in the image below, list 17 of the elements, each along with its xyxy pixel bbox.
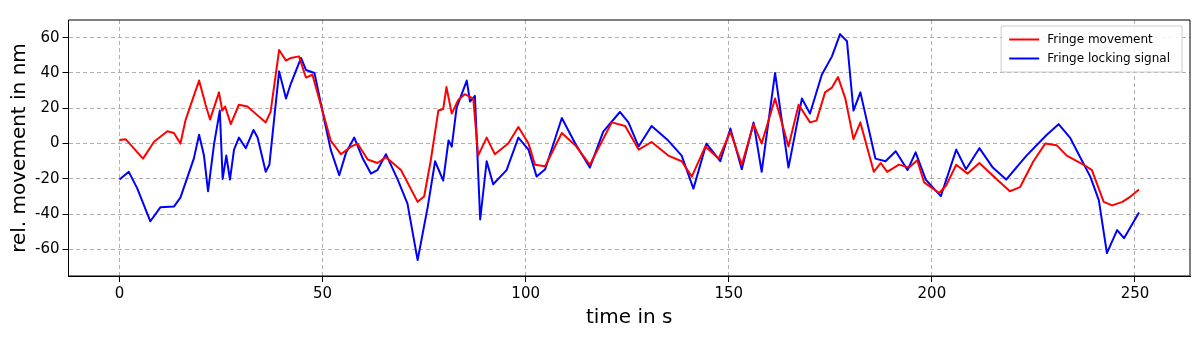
y-tick-label: 20	[40, 98, 60, 117]
y-tick-label: 60	[40, 27, 60, 46]
y-tick-label: -40	[35, 204, 60, 223]
x-axis-title: time in s	[585, 304, 673, 329]
x-tick-label: 0	[114, 283, 125, 302]
x-tick-label: 50	[313, 283, 333, 302]
y-tick-label: -20	[35, 168, 60, 187]
x-tick-label: 100	[511, 283, 540, 302]
legend-label: Fringe movement	[1047, 31, 1154, 46]
x-tick-label: 200	[917, 283, 947, 302]
y-axis-title: rel. movement in nm	[6, 43, 31, 253]
x-tick-label: 250	[1120, 283, 1150, 302]
y-tick-label: 40	[40, 62, 60, 81]
x-tick-label: 150	[714, 283, 744, 302]
y-tick-label: -60	[35, 239, 60, 258]
legend-label: Fringe locking signal	[1047, 50, 1171, 65]
y-tick-label: 0	[49, 133, 60, 152]
